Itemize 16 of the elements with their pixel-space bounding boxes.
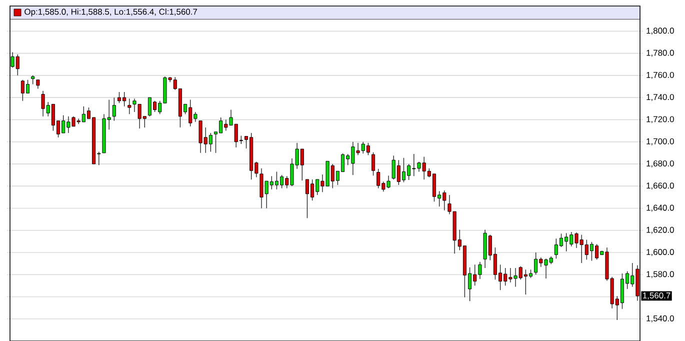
y-tick-label: 1,720.0 (646, 116, 674, 124)
y-tick-label: 1,660.0 (646, 182, 674, 190)
y-tick-label: 1,740.0 (646, 94, 674, 102)
y-tick-label: 1,800.0 (646, 28, 674, 35)
y-tick-label: 1,580.0 (646, 271, 674, 278)
y-tick-label: 1,760.0 (646, 72, 674, 79)
y-tick-label: 1,780.0 (646, 50, 674, 57)
y-tick-label: 1,680.0 (646, 160, 674, 168)
y-tick-label: 1,620.0 (646, 226, 674, 234)
text: Op:1,585.0, Hi:1,588.5, Lo:1,556.4, Cl:1,560.7 (24, 8, 198, 16)
annotation: 1,560.7 (643, 292, 670, 300)
y-tick-label: 1,600.0 (646, 248, 674, 256)
y-tick-label: 1,640.0 (646, 204, 674, 212)
y-tick-label: 1,540.0 (646, 315, 674, 322)
candlestick (36, 80, 40, 90)
y-tick-label: 1,700.0 (646, 138, 674, 146)
